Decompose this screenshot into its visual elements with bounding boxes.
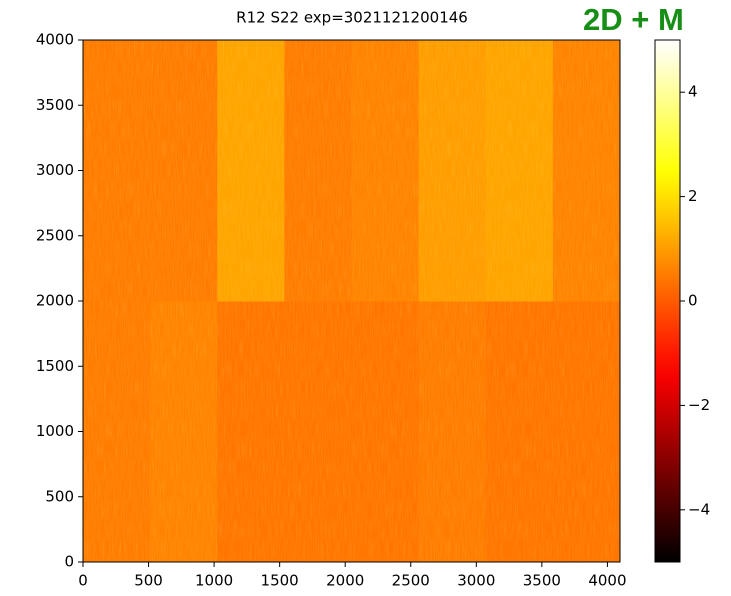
- y-tick-label: 3000: [36, 161, 74, 179]
- colorbar-tick-label: −4: [688, 500, 710, 518]
- y-tick-label: 4000: [36, 31, 74, 49]
- colorbar: [654, 39, 681, 563]
- y-tick-label: 0: [64, 553, 74, 571]
- y-tick-label: 2000: [36, 292, 74, 310]
- x-tick-label: 3000: [457, 572, 495, 590]
- y-tick-label: 500: [45, 487, 74, 505]
- texture: [83, 40, 620, 562]
- annotation: 2D + M: [583, 2, 684, 37]
- x-tick-label: 2000: [326, 572, 364, 590]
- x-tick-label: 2500: [392, 572, 430, 590]
- x-tick-label: 3500: [523, 572, 561, 590]
- colorbar-tick-label: 4: [688, 83, 698, 101]
- x-tick-label: 4000: [588, 572, 626, 590]
- x-tick-label: 500: [134, 572, 163, 590]
- colorbar-tick-label: 0: [688, 292, 698, 310]
- y-tick-label: 1500: [36, 357, 74, 375]
- x-tick-label: 1000: [195, 572, 233, 590]
- y-tick-label: 3500: [36, 96, 74, 114]
- colorbar-tick-label: 2: [688, 187, 698, 205]
- x-tick-label: 0: [78, 572, 88, 590]
- y-tick-label: 1000: [36, 422, 74, 440]
- x-tick-label: 1500: [261, 572, 299, 590]
- y-tick-label: 2500: [36, 226, 74, 244]
- colorbar-tick-label: −2: [688, 396, 710, 414]
- chart-title: R12 S22 exp=3021121200146: [236, 9, 468, 27]
